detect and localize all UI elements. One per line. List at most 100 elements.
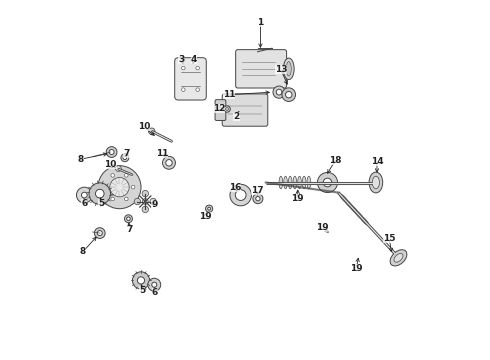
Ellipse shape (284, 176, 287, 189)
Circle shape (225, 108, 228, 111)
Text: 11: 11 (222, 90, 235, 99)
Circle shape (116, 166, 122, 171)
Circle shape (142, 190, 148, 197)
FancyBboxPatch shape (175, 58, 206, 100)
Circle shape (181, 66, 185, 70)
Circle shape (76, 187, 92, 203)
Text: 4: 4 (191, 55, 197, 64)
Text: 10: 10 (104, 161, 117, 170)
Circle shape (95, 228, 105, 238)
Circle shape (282, 88, 295, 102)
Circle shape (123, 156, 126, 159)
Text: 18: 18 (329, 156, 342, 165)
Circle shape (124, 215, 132, 223)
Circle shape (96, 189, 104, 198)
Circle shape (121, 154, 129, 162)
Circle shape (196, 88, 199, 91)
Circle shape (142, 206, 148, 213)
Text: 6: 6 (81, 199, 88, 208)
Circle shape (286, 91, 292, 98)
Text: 7: 7 (126, 225, 133, 234)
Circle shape (124, 174, 128, 177)
Circle shape (150, 198, 156, 205)
Ellipse shape (390, 250, 407, 266)
Ellipse shape (279, 176, 283, 189)
Text: 8: 8 (77, 155, 84, 164)
Text: 13: 13 (274, 65, 287, 74)
Text: 6: 6 (151, 288, 158, 297)
Ellipse shape (340, 194, 348, 203)
Circle shape (81, 192, 87, 198)
Circle shape (318, 172, 338, 193)
Ellipse shape (394, 253, 403, 262)
Text: 15: 15 (383, 234, 395, 243)
Circle shape (143, 199, 148, 204)
Circle shape (196, 66, 199, 70)
Circle shape (181, 88, 185, 91)
Ellipse shape (360, 216, 369, 225)
Circle shape (104, 185, 108, 189)
Text: 16: 16 (229, 183, 241, 192)
Text: 19: 19 (292, 194, 304, 203)
Ellipse shape (283, 58, 294, 80)
Circle shape (109, 149, 114, 154)
Ellipse shape (286, 62, 291, 76)
Circle shape (97, 230, 102, 235)
Circle shape (148, 128, 155, 134)
Circle shape (89, 183, 111, 204)
Circle shape (106, 147, 117, 157)
Circle shape (230, 184, 251, 206)
Circle shape (208, 207, 211, 210)
Text: 10: 10 (138, 122, 150, 131)
Circle shape (256, 197, 260, 201)
Circle shape (273, 86, 285, 98)
Circle shape (276, 89, 282, 95)
Text: 14: 14 (370, 157, 383, 166)
Text: 12: 12 (213, 104, 225, 113)
Text: 19: 19 (350, 265, 363, 274)
Ellipse shape (293, 176, 296, 189)
Circle shape (124, 197, 128, 201)
Circle shape (152, 282, 157, 287)
Circle shape (98, 166, 141, 209)
Circle shape (111, 174, 115, 177)
Circle shape (163, 156, 175, 169)
FancyBboxPatch shape (222, 94, 268, 126)
Circle shape (253, 194, 263, 204)
Circle shape (132, 272, 149, 289)
Circle shape (323, 178, 332, 187)
Circle shape (110, 177, 129, 197)
Text: 2: 2 (233, 112, 240, 121)
Ellipse shape (302, 176, 306, 189)
Text: 7: 7 (123, 149, 130, 158)
Ellipse shape (350, 205, 359, 214)
Circle shape (111, 197, 115, 201)
Text: 8: 8 (80, 247, 86, 256)
Ellipse shape (298, 176, 301, 189)
Circle shape (134, 198, 141, 205)
Circle shape (137, 277, 145, 284)
Circle shape (148, 278, 161, 291)
Ellipse shape (372, 176, 379, 189)
Text: 1: 1 (257, 18, 264, 27)
Ellipse shape (369, 172, 383, 193)
Ellipse shape (307, 176, 311, 189)
Text: 5: 5 (98, 199, 104, 208)
Circle shape (131, 185, 135, 189)
Text: 5: 5 (139, 286, 145, 295)
Text: 3: 3 (178, 55, 184, 64)
Text: 11: 11 (155, 149, 168, 158)
Text: 19: 19 (316, 223, 328, 232)
Text: 19: 19 (199, 212, 212, 221)
Ellipse shape (289, 176, 292, 189)
Text: 9: 9 (151, 200, 158, 209)
Ellipse shape (355, 210, 364, 220)
Text: 17: 17 (251, 186, 264, 195)
Circle shape (205, 205, 213, 212)
FancyBboxPatch shape (215, 100, 226, 121)
Circle shape (224, 106, 230, 112)
Ellipse shape (344, 199, 353, 209)
FancyBboxPatch shape (236, 50, 287, 88)
Circle shape (235, 190, 246, 201)
Circle shape (166, 159, 172, 166)
